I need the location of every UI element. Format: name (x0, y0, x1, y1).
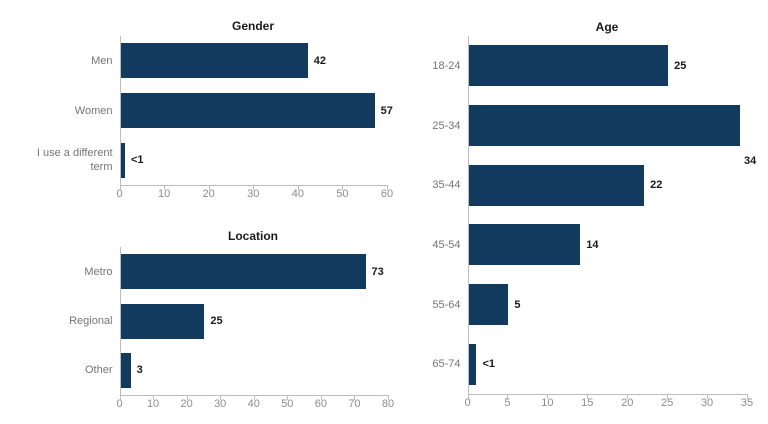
age-x-tick-0 (467, 395, 469, 399)
age-x-tick-20 (627, 395, 629, 399)
gender-x-tick-label-20: 20 (202, 188, 215, 200)
age-category-label-2: 35-44 (432, 179, 461, 192)
age-category-label-4: 55-64 (432, 298, 461, 311)
age-x-tick-label-35: 35 (740, 397, 754, 409)
location-category-label-1: Regional (69, 315, 113, 327)
age-value-label-0: 25 (674, 59, 687, 72)
gender-x-tick-50 (342, 186, 344, 190)
gender-x-tick-60 (387, 186, 388, 190)
gender-x-tick-label-40: 40 (291, 188, 304, 200)
age-bar-5 (468, 343, 477, 385)
gender-x-tick-label-0: 0 (116, 188, 123, 200)
age-x-tick-15 (587, 395, 589, 399)
location-value-label-0: 73 (371, 265, 384, 278)
age-x-tick-35 (747, 395, 748, 399)
location-x-tick-10 (153, 396, 155, 400)
location-x-tick-0 (119, 396, 121, 400)
location-x-tick-60 (320, 396, 322, 400)
age-x-tick-25 (667, 395, 669, 399)
gender-x-tick-20 (208, 186, 210, 190)
age-x-tick-5 (507, 395, 509, 399)
age-value-label-3: 14 (586, 238, 599, 251)
location-category-label-0: Metro (84, 265, 113, 278)
age-bar-2 (468, 164, 645, 206)
age-x-tick-label-5: 5 (504, 397, 511, 409)
age-bar-1 (468, 105, 740, 146)
age-bar-0 (468, 45, 669, 87)
age-category-label-3: 45-54 (432, 238, 461, 251)
location-x-tick-20 (186, 396, 188, 400)
location-x-tick-label-10: 10 (146, 398, 160, 410)
location-x-tick-50 (287, 396, 289, 400)
age-x-tick-label-15: 15 (581, 397, 594, 409)
age-x-tick-label-10: 10 (541, 397, 554, 409)
location-category-label-2: Other (84, 364, 113, 377)
gender-bar-0 (120, 43, 308, 79)
gender-x-tick-0 (119, 186, 121, 190)
location-x-tick-40 (253, 396, 255, 400)
gender-category-label-1: Women (74, 104, 113, 117)
gender-x-tick-40 (297, 186, 299, 190)
gender-x-tick-label-30: 30 (247, 188, 260, 200)
location-value-label-1: 25 (210, 315, 223, 327)
age-y-axis-line (467, 36, 469, 394)
location-x-tick-label-60: 60 (314, 398, 327, 410)
age-bar-4 (468, 284, 509, 325)
location-x-tick-label-80: 80 (381, 398, 395, 410)
chart-title-location: Location (228, 229, 278, 243)
location-x-tick-80 (388, 396, 389, 400)
gender-bar-2 (120, 142, 125, 178)
age-x-tick-30 (707, 395, 709, 399)
gender-x-tick-label-50: 50 (336, 188, 349, 200)
age-x-tick-label-30: 30 (700, 397, 714, 409)
location-x-tick-label-20: 20 (180, 398, 193, 410)
location-x-axis-line (119, 395, 389, 396)
age-category-label-1: 25-34 (432, 119, 461, 132)
location-x-tick-label-50: 50 (281, 398, 294, 410)
gender-bar-1 (120, 93, 375, 128)
age-x-tick-label-0: 0 (464, 397, 471, 409)
age-x-tick-label-25: 25 (661, 397, 674, 409)
age-x-axis-line (467, 394, 748, 395)
gender-x-tick-label-60: 60 (380, 188, 394, 200)
gender-value-label-0: 42 (313, 54, 326, 67)
gender-value-label-1: 57 (380, 104, 393, 117)
age-value-label-5: <1 (482, 358, 496, 371)
gender-x-tick-10 (164, 186, 166, 190)
gender-category-label-0: Men (91, 54, 113, 67)
location-value-label-2: 3 (136, 364, 143, 377)
location-x-tick-30 (220, 396, 222, 400)
gender-x-axis-line (119, 185, 388, 186)
age-value-label-2: 22 (650, 179, 663, 192)
chart-title-gender: Gender (231, 19, 275, 33)
gender-y-axis-line (119, 36, 121, 185)
chart-title-age: Age (595, 20, 619, 34)
location-x-tick-label-40: 40 (247, 398, 260, 410)
age-value-label-4: 5 (514, 298, 521, 311)
location-x-tick-label-0: 0 (116, 398, 123, 410)
gender-value-label-2: <1 (130, 154, 144, 167)
gender-category-label-2: I use a different term (36, 147, 113, 174)
location-x-tick-label-70: 70 (348, 398, 361, 410)
location-x-tick-label-30: 30 (214, 398, 227, 410)
age-bar-3 (468, 224, 581, 266)
age-value-label-1: 34 (744, 155, 757, 167)
location-bar-0 (120, 254, 366, 290)
location-bar-1 (120, 303, 205, 339)
age-category-label-5: 65-74 (432, 358, 461, 371)
age-x-tick-label-20: 20 (621, 397, 634, 409)
location-y-axis-line (119, 247, 121, 395)
gender-x-tick-30 (253, 186, 255, 190)
location-x-tick-70 (354, 396, 356, 400)
location-bar-2 (120, 352, 131, 388)
age-category-label-0: 18-24 (432, 59, 461, 72)
gender-x-tick-label-10: 10 (157, 188, 171, 200)
age-x-tick-10 (547, 395, 549, 399)
